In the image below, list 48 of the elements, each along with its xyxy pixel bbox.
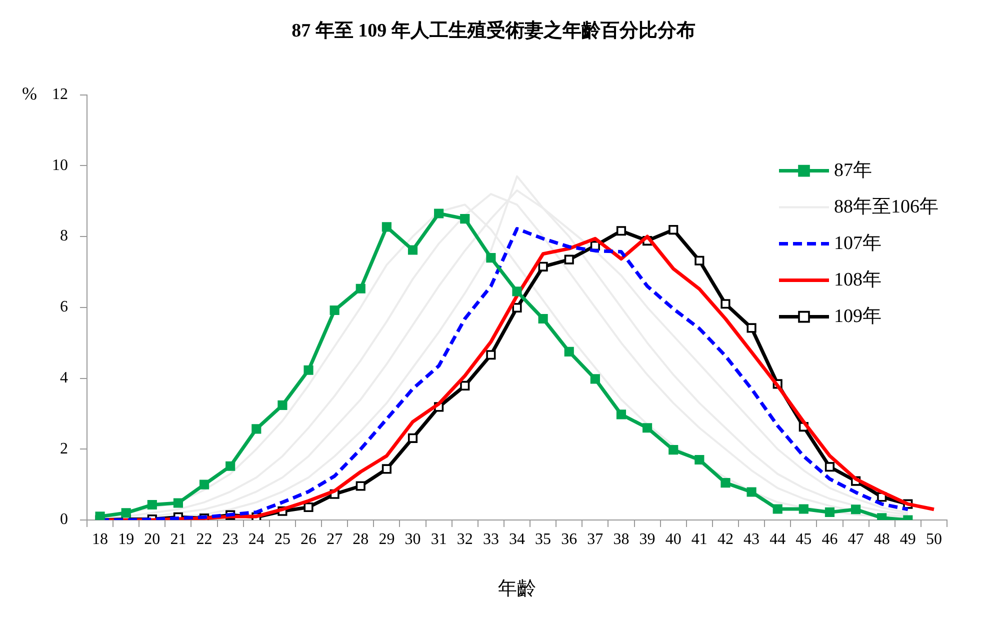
legend-label: 87年 <box>834 160 872 181</box>
x-tick-label: 49 <box>900 530 916 548</box>
chart-title: 87 年至 109 年人工生殖受術妻之年齡百分比分布 <box>292 19 696 42</box>
legend-label: 109年 <box>834 306 882 327</box>
x-tick-label: 26 <box>300 530 317 548</box>
x-tick-label: 50 <box>926 530 942 548</box>
x-tick-label: 22 <box>196 530 212 548</box>
x-tick-label: 34 <box>509 530 525 548</box>
legend-label: 88年至106年 <box>834 196 938 218</box>
x-tick-label: 40 <box>665 530 682 548</box>
y-axis-title: % <box>22 84 37 104</box>
x-tick-label: 30 <box>404 530 421 548</box>
y-tick-label: 12 <box>52 86 68 104</box>
x-tick-label: 23 <box>222 530 238 548</box>
x-tick-label: 47 <box>848 530 864 548</box>
x-tick-label: 31 <box>430 530 447 548</box>
y-tick-label: 2 <box>60 440 68 458</box>
x-tick-label: 25 <box>274 530 290 548</box>
x-tick-label: 37 <box>587 530 604 548</box>
x-tick-label: 42 <box>717 530 734 548</box>
y-tick-label: 10 <box>52 156 68 174</box>
y-tick-label: 0 <box>60 511 68 528</box>
x-tick-label: 38 <box>613 530 630 548</box>
x-tick-label: 19 <box>118 530 134 548</box>
x-tick-label: 46 <box>822 530 838 548</box>
y-tick-label: 8 <box>60 228 68 245</box>
x-tick-label: 28 <box>352 530 369 548</box>
legend-label: 108年 <box>834 269 882 290</box>
x-tick-label: 29 <box>378 530 395 548</box>
x-tick-label: 44 <box>770 530 786 548</box>
y-tick-label: 4 <box>60 369 68 386</box>
x-tick-label: 36 <box>561 530 578 548</box>
x-tick-label: 39 <box>639 530 656 548</box>
x-tick-label: 18 <box>92 530 108 548</box>
legend-label: 107年 <box>834 232 882 254</box>
x-tick-label: 48 <box>874 530 890 548</box>
y-tick-label: 6 <box>60 298 68 316</box>
x-axis-title: 年齡 <box>498 578 536 600</box>
x-tick-label: 24 <box>248 530 264 548</box>
x-tick-label: 41 <box>691 530 708 548</box>
x-tick-label: 27 <box>326 530 343 548</box>
x-tick-label: 45 <box>796 530 812 548</box>
x-tick-label: 33 <box>482 530 499 548</box>
x-tick-label: 21 <box>170 530 186 548</box>
x-tick-label: 35 <box>535 530 552 548</box>
x-tick-label: 43 <box>744 530 760 548</box>
x-tick-label: 20 <box>144 530 160 548</box>
x-tick-label: 32 <box>456 530 473 548</box>
